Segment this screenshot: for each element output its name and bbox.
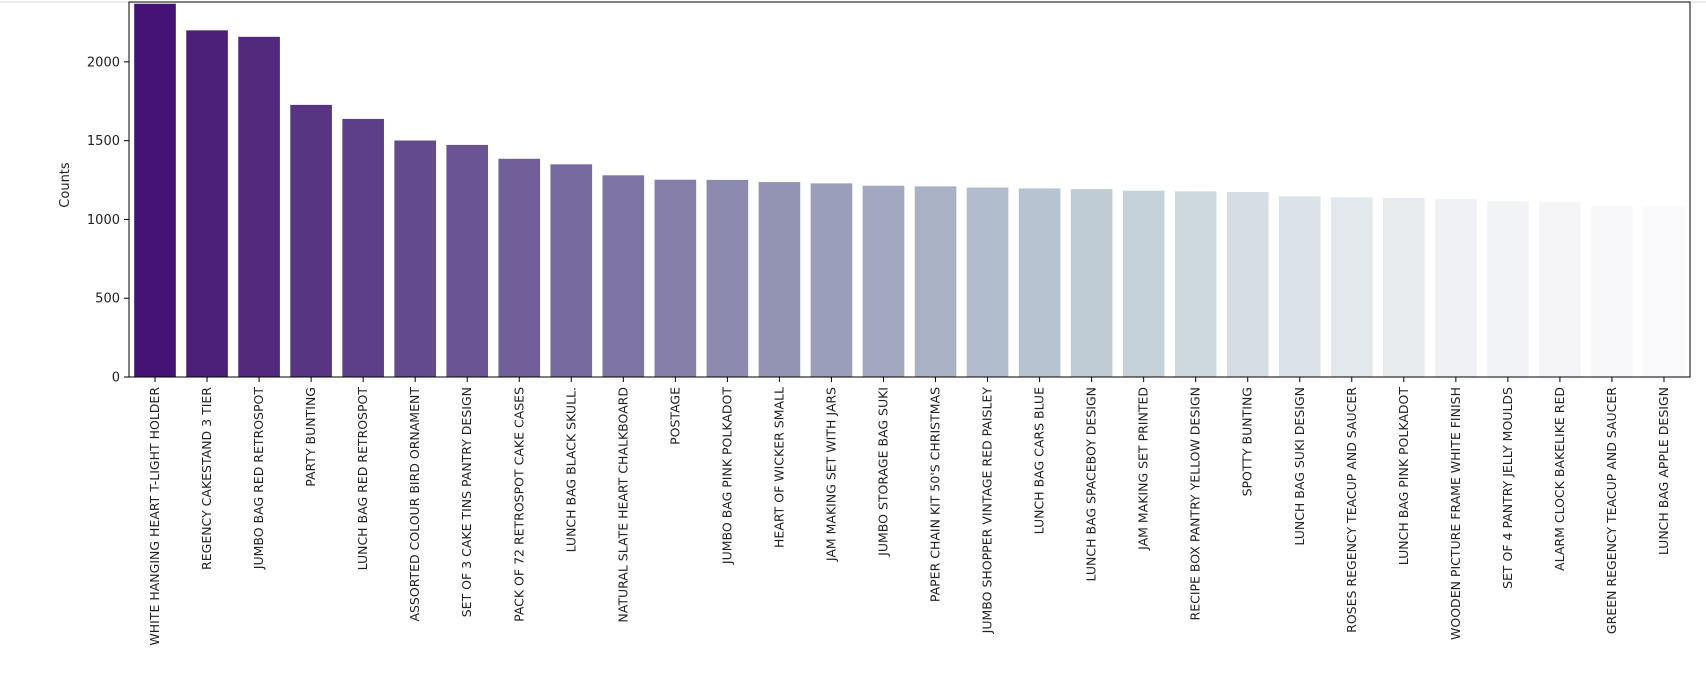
bar-6 (394, 140, 436, 377)
bar-11 (654, 179, 697, 377)
bar-14 (810, 183, 853, 377)
bar-12 (706, 179, 749, 377)
bars-group (134, 3, 1685, 378)
x-axis: WHITE HANGING HEART T-LIGHT HOLDER REGENC… (147, 377, 1671, 646)
plot-frame (128, 1, 1691, 378)
bar-30 (1643, 206, 1685, 377)
x-tick-label: JUMBO BAG RED RETROSPOT (251, 387, 266, 571)
y-tick-label: 1000 (87, 213, 120, 228)
x-tick-label: JUMBO BAG PINK POLKADOT (719, 387, 734, 565)
bar-5 (342, 118, 384, 377)
x-tick-label: LUNCH BAG SUKI DESIGN (1292, 387, 1307, 546)
bar-10 (602, 175, 645, 377)
y-axis-label: Counts (58, 162, 73, 208)
bar-15 (862, 185, 905, 377)
x-tick-label: HEART OF WICKER SMALL (771, 387, 786, 548)
x-tick-label: ALARM CLOCK BAKELIKE RED (1552, 387, 1567, 571)
y-tick-label: 0 (112, 371, 120, 386)
x-tick-label: WOODEN PICTURE FRAME WHITE FINISH (1448, 387, 1463, 640)
bar-29 (1591, 206, 1633, 377)
x-tick-label: SPOTTY BUNTING (1240, 387, 1255, 496)
bar-26 (1435, 199, 1477, 377)
bar-18 (1018, 188, 1061, 377)
bar-7 (446, 144, 489, 377)
x-tick-label: JAM MAKING SET PRINTED (1136, 387, 1151, 551)
bar-8 (498, 158, 541, 377)
bar-16 (914, 186, 957, 377)
x-tick-label: PARTY BUNTING (303, 387, 318, 487)
x-tick-label: SET OF 4 PANTRY JELLY MOULDS (1500, 387, 1515, 589)
bar-4 (290, 104, 332, 377)
x-tick-label: SET OF 3 CAKE TINS PANTRY DESIGN (459, 387, 474, 617)
x-tick-label: LUNCH BAG APPLE DESIGN (1656, 387, 1671, 555)
bar-9 (550, 164, 593, 377)
bar-24 (1330, 197, 1373, 377)
x-tick-label: JAM MAKING SET WITH JARS (823, 387, 838, 562)
bar-3 (238, 36, 280, 377)
bar-19 (1070, 189, 1113, 377)
bar-23 (1278, 196, 1321, 377)
x-tick-label: PACK OF 72 RETROSPOT CAKE CASES (511, 387, 526, 622)
x-tick-label: JUMBO SHOPPER VINTAGE RED PAISLEY (980, 387, 995, 635)
x-tick-label: LUNCH BAG SPACEBOY DESIGN (1084, 387, 1099, 581)
y-tick-label: 1500 (87, 134, 120, 149)
x-tick-label: LUNCH BAG BLACK SKULL. (563, 387, 578, 552)
bar-20 (1122, 190, 1165, 377)
x-tick-label: LUNCH BAG CARS BLUE (1032, 387, 1047, 534)
x-tick-label: NATURAL SLATE HEART CHALKBOARD (615, 387, 630, 623)
x-tick-label: GREEN REGENCY TEACUP AND SAUCER (1604, 387, 1619, 634)
bar-13 (758, 182, 801, 377)
bar-22 (1226, 192, 1269, 377)
y-axis: 0 500 1000 1500 2000 (87, 55, 129, 386)
bar-1 (134, 3, 176, 377)
x-tick-label: ASSORTED COLOUR BIRD ORNAMENT (407, 387, 422, 622)
y-tick-label: 500 (95, 292, 120, 307)
x-tick-label: REGENCY CAKESTAND 3 TIER (199, 387, 214, 570)
x-tick-label: RECIPE BOX PANTRY YELLOW DESIGN (1188, 387, 1203, 620)
x-tick-label: LUNCH BAG PINK POLKADOT (1396, 387, 1411, 566)
x-tick-label: JUMBO STORAGE BAG SUKI (875, 387, 890, 557)
x-tick-label: WHITE HANGING HEART T-LIGHT HOLDER (147, 387, 162, 646)
bar-21 (1174, 191, 1217, 377)
x-tick-label: POSTAGE (667, 387, 682, 445)
x-tick-label: LUNCH BAG RED RETROSPOT (355, 387, 370, 571)
bar-25 (1383, 198, 1425, 377)
bar-2 (186, 30, 228, 378)
y-tick-label: 2000 (87, 55, 120, 70)
x-tick-label: ROSES REGENCY TEACUP AND SAUCER (1344, 387, 1359, 633)
bar-28 (1539, 201, 1581, 377)
bar-27 (1487, 201, 1529, 377)
bar-17 (966, 187, 1009, 377)
x-tick-label: PAPER CHAIN KIT 50'S CHRISTMAS (928, 387, 943, 602)
